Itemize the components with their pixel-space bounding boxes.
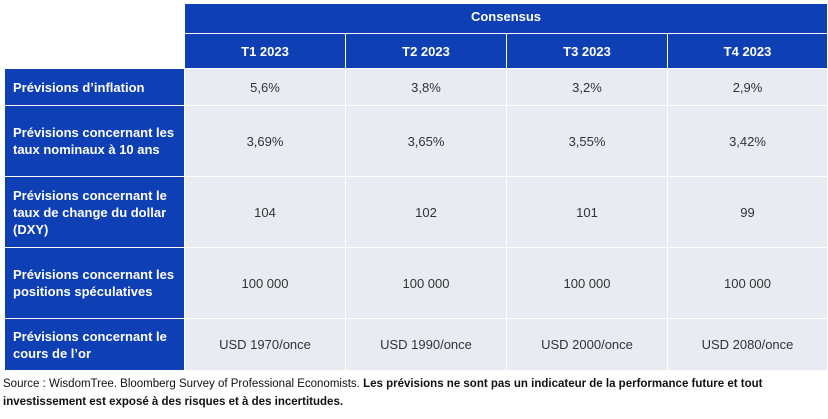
table-cell: 5,6% [184, 68, 346, 106]
table-row: Prévisions concernant les positions spéc… [4, 247, 828, 319]
forecast-table: Consensus T1 2023 T2 2023 T3 2023 T4 202… [4, 3, 828, 371]
column-header-t4: T4 2023 [666, 33, 828, 69]
table-cell: 100 000 [506, 247, 668, 319]
table-cell: 99 [666, 176, 828, 248]
table-cell: USD 2000/once [506, 318, 668, 371]
table-cell: 100 000 [184, 247, 346, 319]
column-header-t3: T3 2023 [506, 33, 668, 69]
table-cell: 104 [184, 176, 346, 248]
table-row: Prévisions concernant les taux nominaux … [4, 105, 828, 177]
table-cell: USD 2080/once [666, 318, 828, 371]
table-row: Prévisions concernant le taux de change … [4, 176, 828, 248]
source-text: Source : WisdomTree. Bloomberg Survey of… [3, 378, 364, 390]
table-cell: USD 1970/once [184, 318, 346, 371]
table-row: Prévisions concernant le cours de l’or U… [4, 318, 828, 371]
table-cell: 3,69% [184, 105, 346, 177]
row-label-gold-price: Prévisions concernant le cours de l’or [4, 318, 185, 371]
corner-cell-2 [4, 33, 185, 69]
row-label-inflation: Prévisions d’inflation [4, 68, 185, 106]
corner-cell [4, 3, 185, 34]
forecast-table-container: Consensus T1 2023 T2 2023 T3 2023 T4 202… [4, 3, 828, 371]
column-header-t1: T1 2023 [184, 33, 346, 69]
table-cell: 101 [506, 176, 668, 248]
table-cell: 2,9% [666, 68, 828, 106]
row-label-nominal-rates: Prévisions concernant les taux nominaux … [4, 105, 185, 177]
quarter-header-row: T1 2023 T2 2023 T3 2023 T4 2023 [4, 33, 828, 69]
row-label-dollar-rate: Prévisions concernant le taux de change … [4, 176, 185, 248]
source-note: Source : WisdomTree. Bloomberg Survey of… [3, 375, 823, 411]
table-row: Prévisions d’inflation 5,6% 3,8% 3,2% 2,… [4, 68, 828, 106]
table-cell: 100 000 [345, 247, 507, 319]
table-cell: USD 1990/once [345, 318, 507, 371]
table-cell: 3,2% [506, 68, 668, 106]
table-cell: 100 000 [666, 247, 828, 319]
disclaimer-text: Les prévisions ne sont pas un indicateur… [3, 378, 763, 408]
table-cell: 3,42% [666, 105, 828, 177]
table-cell: 102 [345, 176, 507, 248]
group-header-row: Consensus [4, 3, 828, 34]
row-label-speculative-positions: Prévisions concernant les positions spéc… [4, 247, 185, 319]
consensus-header: Consensus [183, 3, 828, 34]
table-cell: 3,55% [506, 105, 668, 177]
column-header-t2: T2 2023 [345, 33, 507, 69]
table-cell: 3,8% [345, 68, 507, 106]
table-cell: 3,65% [345, 105, 507, 177]
